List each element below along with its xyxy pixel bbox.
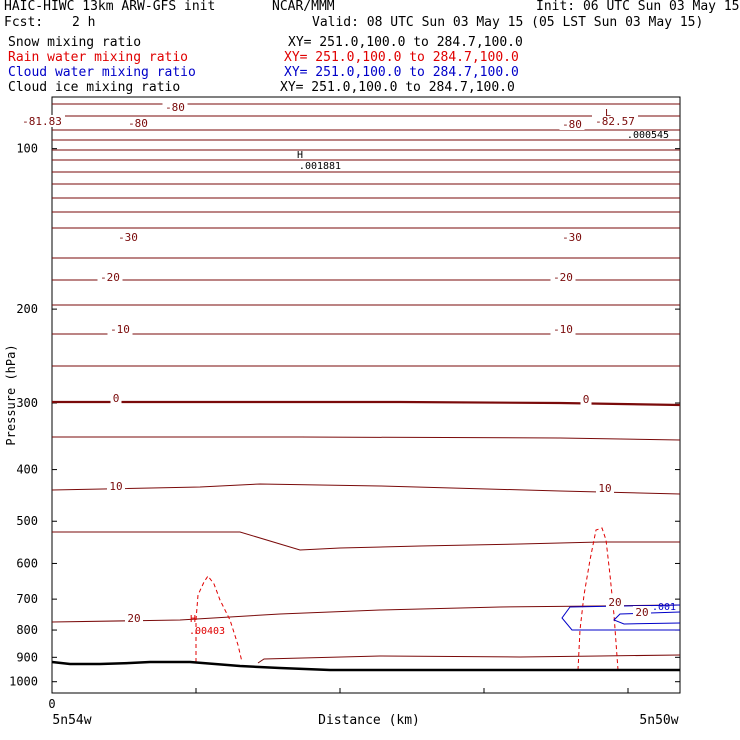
temperature-label-bg <box>606 596 624 608</box>
temperature-label-bg <box>550 323 576 335</box>
rain-high-value: .00403 <box>189 626 225 637</box>
cloud-water-value: .001 <box>652 602 676 613</box>
temperature-contour-curved <box>52 531 680 551</box>
temperature-label-bg <box>115 231 141 243</box>
temperature-label: -10 <box>110 323 130 336</box>
snow-high-marker: H <box>297 150 303 161</box>
x-left-label: 5n54w <box>52 713 91 728</box>
temperature-label: -30 <box>562 231 582 244</box>
y-tick-label: 400 <box>16 463 38 477</box>
temperature-contours <box>51 103 681 664</box>
legend-snow-label: Snow mixing ratio <box>8 35 142 50</box>
temperature-label: -30 <box>118 231 138 244</box>
rain-contour-left <box>195 575 243 663</box>
y-tick-label: 800 <box>16 623 38 637</box>
rain-contour-right <box>577 527 619 671</box>
temperature-label-bg <box>110 392 122 404</box>
ground-surface-line <box>51 660 680 672</box>
legend-cloudice-xy: XY= 251.0,100.0 to 284.7,100.0 <box>280 80 515 95</box>
legend-rain-label: Rain water mixing ratio <box>8 50 189 65</box>
temperature-label-bg <box>19 115 65 127</box>
x-right-label: 5n50w <box>639 713 678 728</box>
temperature-label-bg <box>559 231 585 243</box>
temperature-label-bg <box>596 482 614 494</box>
temperature-label: -81.83 <box>22 115 62 128</box>
rain-contours <box>195 527 619 671</box>
legend-cloudwater-xy: XY= 251.0,100.0 to 284.7,100.0 <box>284 65 519 80</box>
temperature-label-bg <box>580 393 592 405</box>
snow-low-marker: L <box>605 108 611 119</box>
snow-high-value: .001881 <box>299 161 341 172</box>
plot-border <box>51 96 681 694</box>
legend-cloudwater-label: Cloud water mixing ratio <box>8 65 196 80</box>
y-tick-label: 1000 <box>9 675 38 689</box>
temperature-label-bg <box>125 117 151 129</box>
temperature-contour-curved <box>51 604 681 623</box>
temperature-label: -82.57 <box>595 115 635 128</box>
temperature-label-bg <box>107 480 125 492</box>
fcst-value: 2 h <box>72 15 96 30</box>
temperature-contour-curved <box>52 400 681 407</box>
temperature-contour-curved <box>257 654 681 664</box>
plot-frame <box>51 96 681 694</box>
temperature-label-bg <box>125 612 143 624</box>
y-tick-label: 600 <box>16 556 38 570</box>
legend-cloudice-label: Cloud ice mixing ratio <box>8 80 181 95</box>
y-tick-label: 700 <box>16 592 38 606</box>
temperature-label: 0 <box>583 393 590 406</box>
temperature-label: 0 <box>113 392 120 405</box>
legend-snow-xy: XY= 251.0,100.0 to 284.7,100.0 <box>288 35 523 50</box>
x-axis-title: Distance (km) <box>318 713 420 728</box>
temperature-label: -80 <box>128 117 148 130</box>
y-tick-label: 200 <box>16 302 38 316</box>
legend-rain-xy: XY= 251.0,100.0 to 284.7,100.0 <box>284 50 519 65</box>
model-title: HAIC-HIWC 13km ARW-GFS init <box>4 0 216 14</box>
fcst-label: Fcst: <box>4 15 44 30</box>
temperature-label: 20 <box>127 612 140 625</box>
temperature-label-bg <box>559 118 585 130</box>
y-tick-label: 500 <box>16 514 38 528</box>
org-label: NCAR/MMM <box>272 0 335 14</box>
snow-low-value: .000545 <box>627 130 669 141</box>
temperature-label-bg <box>97 271 123 283</box>
temperature-label-bg <box>162 101 188 113</box>
temperature-label: 20 <box>608 596 621 609</box>
temperature-label: -20 <box>100 271 120 284</box>
temperature-label-bg <box>550 271 576 283</box>
valid-time: Valid: 08 UTC Sun 03 May 15 (05 LST Sun … <box>312 15 704 30</box>
temperature-label: -80 <box>562 118 582 131</box>
temperature-label-bg <box>107 323 133 335</box>
y-tick-label: 900 <box>16 650 38 664</box>
temperature-labels: -80 -80 -80 -82.57 -81.83 -30 -30 -20 -20 -10 -10 0… <box>19 101 651 625</box>
temperature-contour-curved <box>51 483 681 495</box>
y-axis-title: Pressure (hPa) <box>4 344 18 445</box>
temperature-label: -10 <box>553 323 573 336</box>
y-tick-label: 300 <box>16 396 38 410</box>
temperature-label: -20 <box>553 271 573 284</box>
temperature-label: 10 <box>598 482 611 495</box>
x-tick-label: 0 <box>48 697 55 711</box>
y-tick-label: 100 <box>16 142 38 156</box>
temperature-label: 10 <box>109 480 122 493</box>
ground-surface <box>51 660 680 672</box>
temperature-label: -80 <box>165 101 185 114</box>
temperature-label-bg <box>633 606 651 618</box>
temperature-label-bg <box>592 115 638 127</box>
init-time: Init: 06 UTC Sun 03 May 15 <box>536 0 740 14</box>
rain-high-marker: H <box>190 614 196 625</box>
temperature-contour-curved <box>52 436 681 441</box>
temperature-label: 20 <box>635 606 648 619</box>
